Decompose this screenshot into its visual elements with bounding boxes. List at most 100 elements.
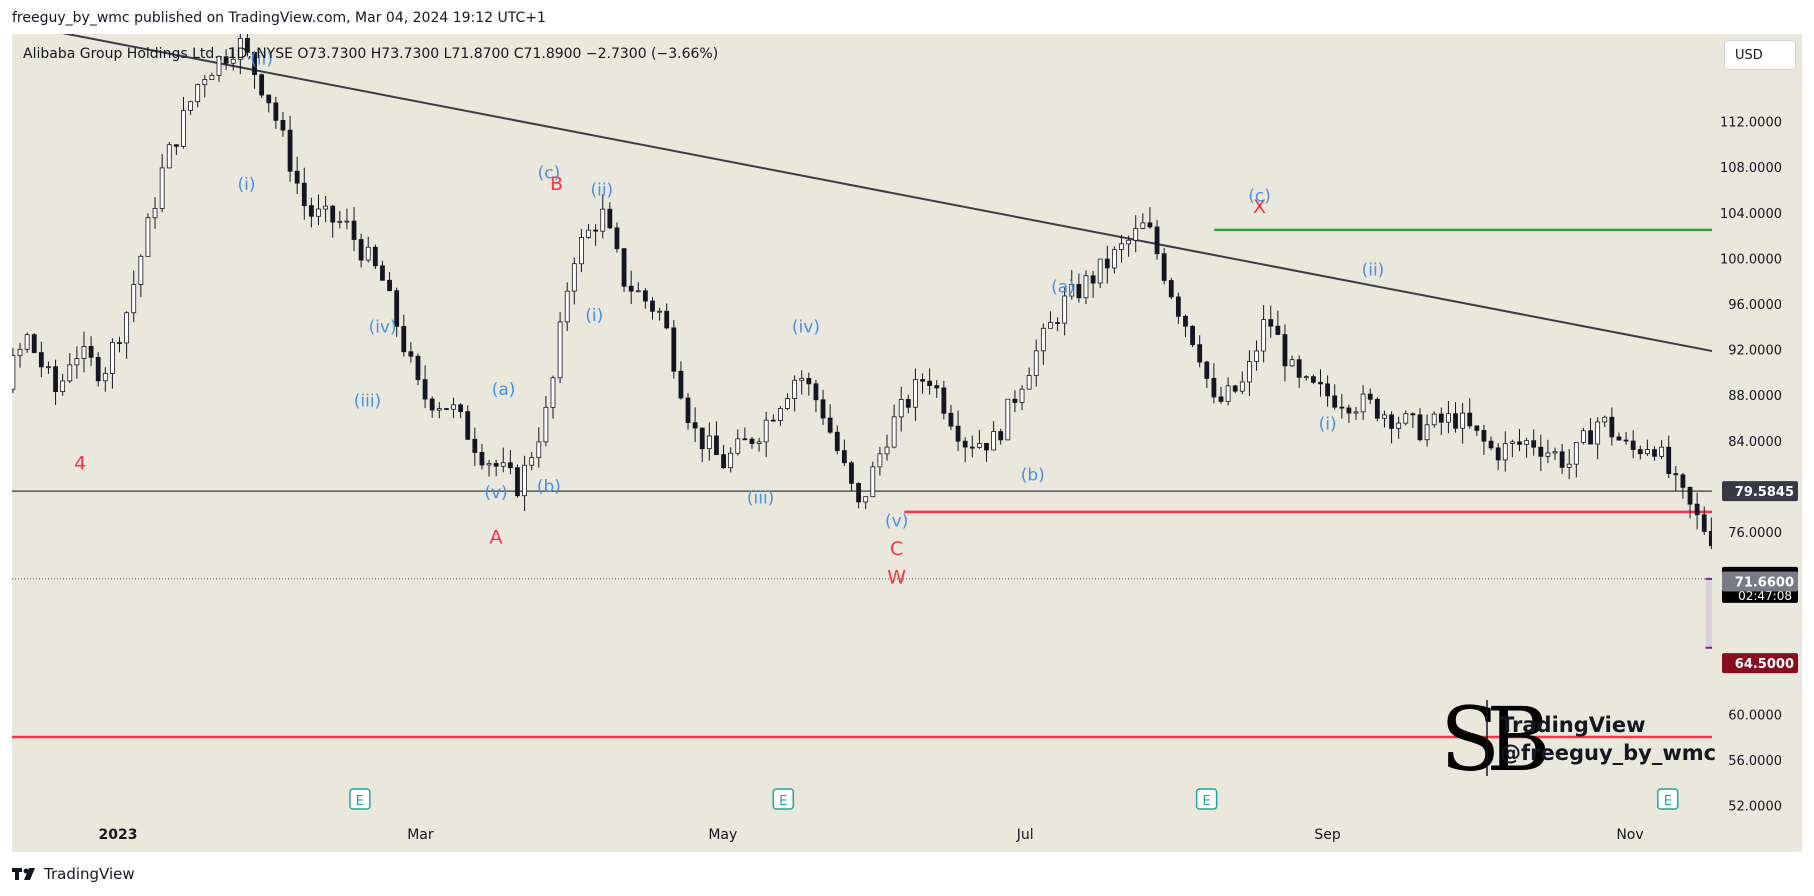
currency-button[interactable]: USD [1724,40,1796,70]
candle-body [1204,361,1210,379]
candle-body [394,290,400,327]
candle-body [678,370,684,399]
candle-body [458,404,464,413]
candle-body [962,440,968,448]
symbol-ohlc-legend: Alibaba Group Holdings Ltd., 1D, NYSE O7… [23,46,718,62]
candle-body [88,346,94,358]
candle-body [1232,385,1238,392]
price-scale-countdown: 02:47:08 [1738,589,1792,603]
wave-label-blue: (c) [538,164,561,184]
candle-body [230,58,236,64]
candle-body [948,412,954,427]
candle-body [252,51,257,76]
candle-body [1708,530,1712,547]
candle-body [1090,275,1096,284]
y-axis-tick-label: 100.0000 [1720,252,1782,267]
candle-body [614,227,620,250]
candle-body [344,220,350,223]
candle-body [1488,440,1494,449]
candle-body [1417,414,1423,441]
publisher-author: freeguy_by_wmc [12,10,130,26]
y-axis-tick-label: 92.0000 [1728,344,1782,359]
candle-body [365,246,371,261]
y-axis-tick-label: 52.0000 [1728,800,1782,815]
candle-body [1197,344,1203,363]
candle-body [1460,412,1466,429]
candle-body [998,431,1004,441]
candle-body [991,431,996,451]
wave-label-blue: (ii) [590,181,613,201]
candle-body [266,94,272,104]
candle-body [870,466,876,498]
candle-body [301,182,307,207]
candle-body [543,406,549,443]
candle-body [1140,222,1146,229]
candle-body [1559,451,1565,468]
earnings-marker: E [1195,788,1218,810]
candle-body [1602,416,1608,423]
earnings-marker: E [1657,788,1679,810]
candle-body [507,462,513,469]
candle-body [46,366,51,369]
candle-body [1161,253,1167,281]
candle-body [1581,430,1586,443]
candle-body [642,290,648,302]
y-axis-tick-label: 76.0000 [1728,526,1782,541]
candle-body [166,144,172,169]
candle-body [586,229,591,238]
candle-body [1502,443,1508,461]
candle-body [12,355,16,390]
y-axis-tick-label: 104.0000 [1720,207,1782,222]
candle-body [159,167,165,209]
candle-body [330,205,336,223]
candle-body [1481,429,1487,442]
candle-body [1680,474,1686,488]
candle-body [1517,441,1522,445]
candle-body [1318,381,1323,385]
candle-body [102,373,108,382]
wave-label-blue: (ii) [1362,261,1385,281]
candle-body [671,327,677,372]
wave-label-red: C [890,538,903,560]
candle-body [337,220,343,223]
price-scale-badge-value: 64.5000 [1735,657,1794,672]
candle-body [95,356,101,382]
candle-body [1254,350,1259,362]
candle-body [173,144,179,147]
candle-body [316,208,321,217]
price-scale-badge-value: 79.5845 [1735,485,1794,500]
candle-body [976,442,982,448]
plot-background [12,34,1712,852]
candle-body [1289,359,1295,367]
candle-body [1268,319,1274,327]
candle-body [216,56,222,76]
x-axis-tick-label: 2023 [99,827,138,843]
candle-body [1133,228,1139,241]
candle-body [1367,393,1373,400]
candle-body [742,438,748,441]
candle-body [1374,398,1380,419]
price-scale-badge [1722,653,1798,674]
candle-body [38,352,44,368]
candle-body [557,321,563,379]
candle-body [1126,239,1132,245]
candle-body [287,129,293,172]
price-scale-background [1712,34,1802,852]
candle-body [1190,325,1195,346]
candle-body [799,378,805,381]
x-axis-tick-label: Mar [407,827,434,843]
consolidation-box [1705,578,1712,648]
publisher-line: freeguy_by_wmc published on TradingView.… [12,10,546,26]
candle-body [1076,283,1082,299]
plot-layer: 34BACWXY(ii)(i)(iv)(iii)(a)(b)(v)(c)(ii)… [12,34,1712,810]
candle-body [415,355,421,381]
publisher-text: published on TradingView.com, Mar 04, 20… [134,10,546,26]
candle-body [721,454,726,469]
candle-body [934,385,940,389]
wave-label-red: 4 [74,452,86,474]
x-axis-tick-label: Sep [1314,827,1341,843]
candle-body [834,431,840,452]
candle-body [564,290,570,323]
candle-body [387,279,392,292]
